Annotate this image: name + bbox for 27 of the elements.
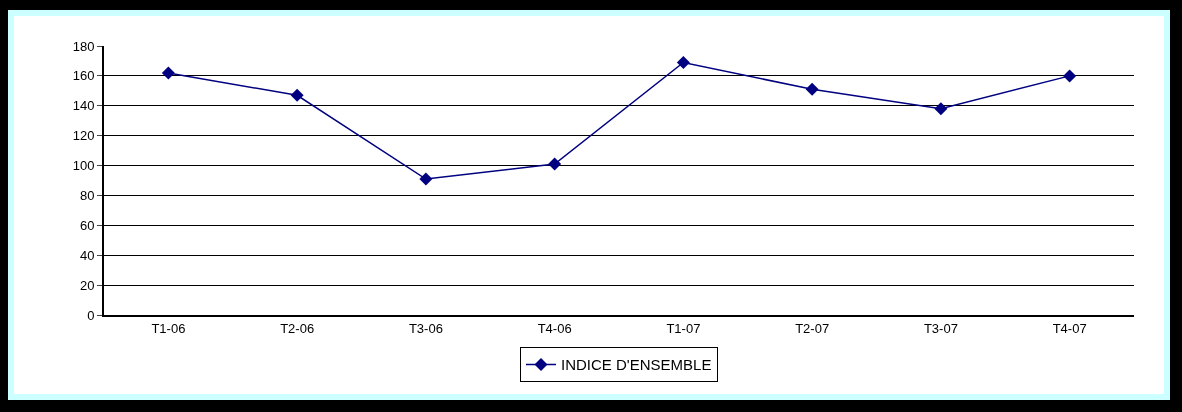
x-tick-label: T2-07 <box>795 320 830 336</box>
y-tick-label: 160 <box>72 68 95 84</box>
x-tick-label: T4-07 <box>1052 320 1087 336</box>
x-tick-label: T2-06 <box>280 320 315 336</box>
legend-label: INDICE D'ENSEMBLE <box>561 356 712 374</box>
x-tick-label: T3-07 <box>923 320 958 336</box>
point <box>290 88 304 102</box>
point <box>548 157 562 171</box>
y-tick-label: 20 <box>79 277 95 293</box>
x-tick-label: T3-06 <box>408 320 443 336</box>
point <box>676 55 690 69</box>
point <box>161 66 175 80</box>
y-tick-label: 100 <box>72 158 95 174</box>
y-tick-label: 140 <box>72 98 95 114</box>
x-tick-label: T4-06 <box>537 320 572 336</box>
x-tick-label: T1-06 <box>151 320 186 336</box>
y-tick-label: 120 <box>72 128 95 144</box>
x-tick-label: T1-07 <box>666 320 701 336</box>
y-tick-label: 40 <box>79 247 95 263</box>
point <box>805 82 819 96</box>
point <box>1063 69 1077 83</box>
point <box>419 172 433 186</box>
point <box>934 102 948 116</box>
y-tick-label: 80 <box>79 187 95 203</box>
y-tick-label: 0 <box>87 307 95 323</box>
y-tick-label: 60 <box>79 217 95 233</box>
y-tick-label: 180 <box>72 38 95 54</box>
